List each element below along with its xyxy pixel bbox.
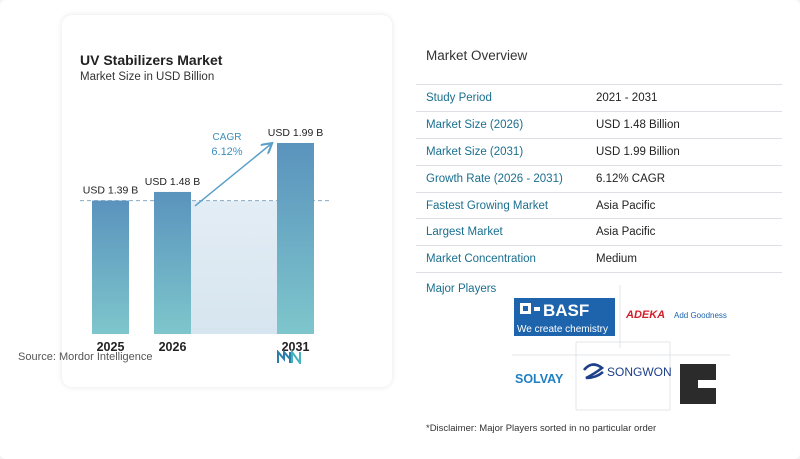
overview-row-value: Asia Pacific [596, 218, 782, 247]
chart-category-label: 2031 [282, 340, 310, 354]
songwon-logo: SONGWON [582, 363, 672, 380]
adeka-name: ADEKA [625, 309, 665, 321]
chart-projection-band [191, 200, 277, 334]
overview-row-key: Fastest Growing Market [416, 192, 596, 220]
chart-data-label: USD 1.39 B [83, 185, 138, 197]
adeka-logo: ADEKA Add Goodness [625, 309, 727, 321]
overview-row-value: Asia Pacific [596, 192, 782, 220]
chart-bar-2031 [277, 143, 314, 334]
chart-data-label: USD 1.48 B [145, 176, 200, 188]
overview-row: Study Period 2021 - 2031 [416, 84, 782, 112]
source-text: Source: Mordor Intelligence [18, 351, 153, 363]
chart-cagr-arrow [194, 144, 271, 207]
overview-row: Fastest Growing Market Asia Pacific [416, 192, 782, 220]
overview-row-key: Growth Rate (2026 - 2031) [416, 165, 596, 193]
disclaimer: *Disclaimer: Major Players sorted in no … [426, 423, 657, 434]
mordor-logo-icon [277, 350, 301, 364]
overview-row-value: 6.12% CAGR [596, 165, 782, 193]
overview-row: Market Concentration Medium [416, 245, 782, 274]
basf-logo: BASF We create chemistry [514, 298, 615, 336]
chart-bar-2026 [154, 191, 191, 334]
overview-row-value: Medium [596, 245, 782, 274]
overview-table: Study Period 2021 - 2031 Market Size (2026… [416, 84, 782, 274]
overview-title: Market Overview [426, 48, 528, 63]
chart-subtitle: Market Size in USD Billion [80, 71, 215, 83]
solvay-name: SOLVAY [515, 372, 564, 386]
overview-row-value: USD 1.99 Billion [596, 138, 782, 166]
company-mark-icon [680, 364, 716, 404]
chart-bar-2025 [92, 200, 129, 334]
overview-row-key: Market Size (2031) [416, 138, 596, 166]
overview-row-key: Largest Market [416, 218, 596, 247]
overview-row: Growth Rate (2026 - 2031) 6.12% CAGR [416, 165, 782, 193]
solvay-logo: SOLVAY [515, 372, 564, 386]
overview-row: Market Size (2026) USD 1.48 Billion [416, 111, 782, 139]
chart-title: UV Stabilizers Market [80, 52, 223, 68]
overview-row: Largest Market Asia Pacific [416, 218, 782, 247]
basf-name: BASF [543, 301, 589, 320]
songwon-name: SONGWON [607, 365, 672, 379]
adeka-tagline: Add Goodness [674, 311, 727, 320]
chart-cagr-value: 6.12% [211, 146, 242, 158]
overview-row-key: Study Period [416, 84, 596, 112]
overview-row-value: USD 1.48 Billion [596, 111, 782, 139]
chart-cagr-label: CAGR [213, 132, 242, 143]
basf-tagline: We create chemistry [517, 324, 608, 335]
overview-row-value: 2021 - 2031 [596, 84, 782, 112]
overview-row: Market Size (2031) USD 1.99 Billion [416, 138, 782, 166]
overview-row-key: Market Concentration [416, 245, 596, 274]
major-players-title: Major Players [426, 283, 497, 295]
chart-category-label: 2025 [97, 340, 125, 354]
chart-data-label: USD 1.99 B [268, 127, 323, 139]
chart-category-label: 2026 [159, 340, 187, 354]
overview-row-key: Market Size (2026) [416, 111, 596, 139]
